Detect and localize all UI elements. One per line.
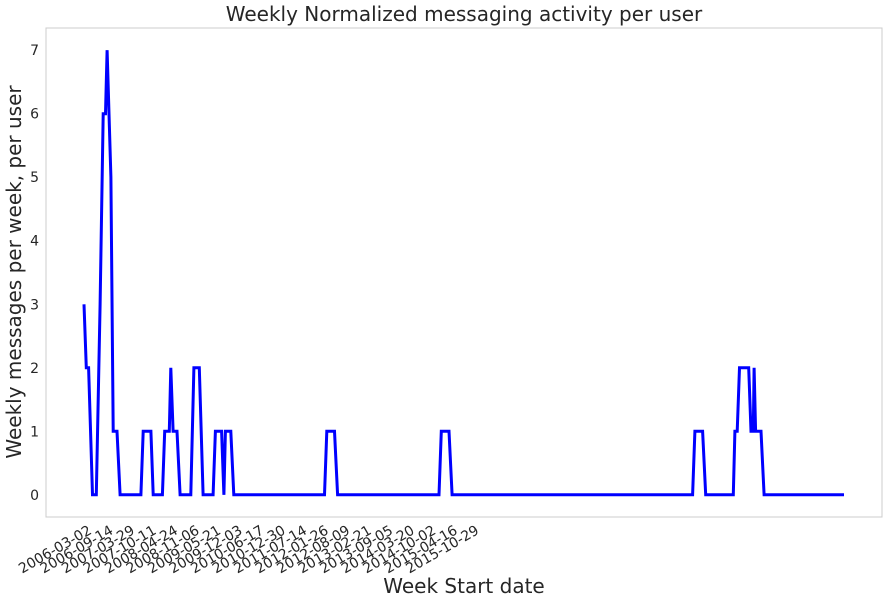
y-tick-label: 4	[30, 234, 39, 250]
y-tick-label: 0	[30, 488, 39, 504]
y-tick-label: 6	[30, 107, 39, 123]
x-axis-ticks: 2006-03-022006-09-142007-03-292007-10-11…	[16, 523, 482, 578]
y-tick-label: 5	[30, 170, 39, 186]
series-line	[82, 50, 844, 497]
y-axis-label: Weekly messages per week, per user	[2, 85, 26, 459]
y-axis-ticks: 0 1 2 3 4 5 6 7	[30, 43, 39, 504]
plot-frame	[45, 27, 883, 518]
y-tick-label: 3	[30, 297, 39, 313]
y-tick-label: 7	[30, 43, 39, 59]
x-axis-label: Week Start date	[383, 574, 544, 598]
y-tick-label: 1	[30, 424, 39, 440]
y-tick-label: 2	[30, 361, 39, 377]
chart-title: Weekly Normalized messaging activity per…	[226, 2, 703, 26]
